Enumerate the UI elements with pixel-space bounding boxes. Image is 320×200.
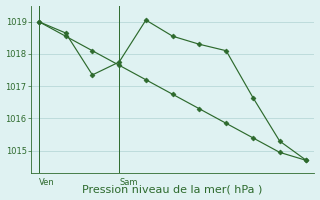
Text: Sam: Sam [119,178,138,187]
X-axis label: Pression niveau de la mer( hPa ): Pression niveau de la mer( hPa ) [83,184,263,194]
Text: Ven: Ven [39,178,55,187]
